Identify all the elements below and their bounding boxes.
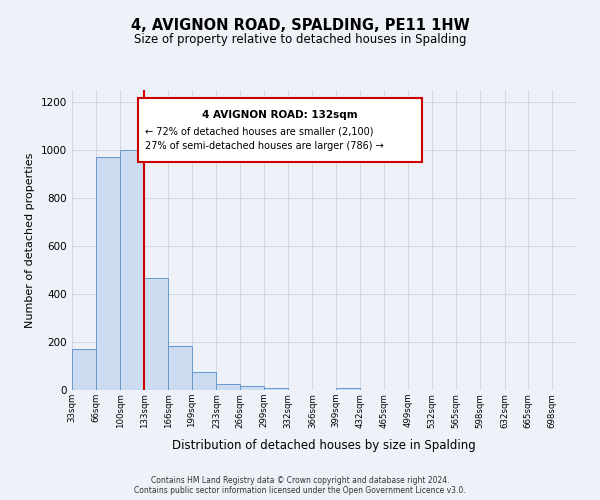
Bar xyxy=(96,157,121,390)
Text: 4 AVIGNON ROAD: 132sqm: 4 AVIGNON ROAD: 132sqm xyxy=(202,110,358,120)
Text: Contains HM Land Registry data © Crown copyright and database right 2024.: Contains HM Land Registry data © Crown c… xyxy=(151,476,449,485)
Text: Contains public sector information licensed under the Open Government Licence v3: Contains public sector information licen… xyxy=(134,486,466,495)
X-axis label: Distribution of detached houses by size in Spalding: Distribution of detached houses by size … xyxy=(172,439,476,452)
Bar xyxy=(217,384,240,390)
Text: 27% of semi-detached houses are larger (786) →: 27% of semi-detached houses are larger (… xyxy=(145,141,384,151)
Text: ← 72% of detached houses are smaller (2,100): ← 72% of detached houses are smaller (2,… xyxy=(145,126,374,136)
Bar xyxy=(144,278,168,390)
FancyBboxPatch shape xyxy=(137,98,422,162)
Bar xyxy=(121,150,144,390)
Bar xyxy=(336,388,360,390)
Text: 4, AVIGNON ROAD, SPALDING, PE11 1HW: 4, AVIGNON ROAD, SPALDING, PE11 1HW xyxy=(131,18,469,32)
Bar xyxy=(192,372,217,390)
Bar xyxy=(168,346,192,390)
Bar xyxy=(264,388,288,390)
Bar xyxy=(72,349,96,390)
Bar xyxy=(240,386,264,390)
Y-axis label: Number of detached properties: Number of detached properties xyxy=(25,152,35,328)
Text: Size of property relative to detached houses in Spalding: Size of property relative to detached ho… xyxy=(134,32,466,46)
